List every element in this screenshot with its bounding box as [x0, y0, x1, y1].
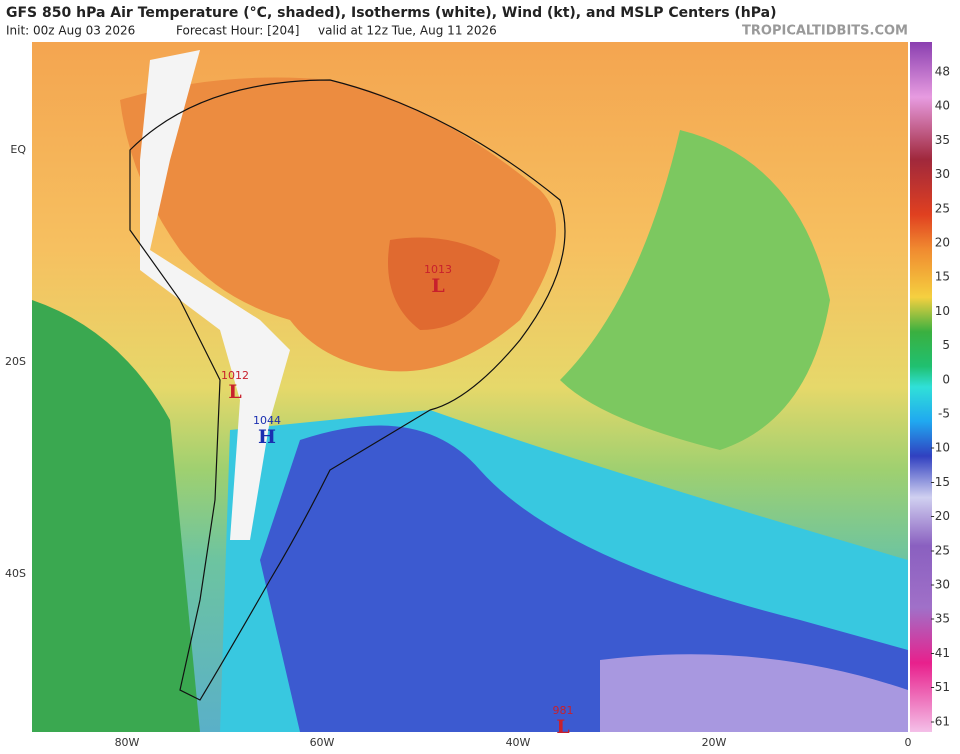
colorbar-label: 35 [935, 133, 950, 147]
subtitle-init: Init: 00z Aug 03 2026 [6, 24, 135, 38]
colorbar-label: 20 [935, 236, 950, 250]
center-pressure: 1044 [253, 414, 281, 427]
colorbar-label: -61 [930, 714, 950, 728]
longitude-label: 80W [115, 736, 140, 749]
colorbar-label: -10 [930, 441, 950, 455]
polar-air [600, 654, 908, 732]
colorbar-label: -25 [930, 543, 950, 557]
colorbar-label: 25 [935, 201, 950, 215]
pacific-cool [32, 300, 200, 732]
longitude-label: 60W [310, 736, 335, 749]
colorbar-label: -5 [938, 407, 950, 421]
longitude-labels: 80W 60W 40W 20W 0 [115, 736, 912, 749]
colorbar-label: -41 [930, 646, 950, 660]
subtitle-valid: valid at 12z Tue, Aug 11 2026 [318, 24, 497, 38]
map [32, 42, 908, 732]
colorbar-label: 30 [935, 167, 950, 181]
colorbar-label: -15 [930, 475, 950, 489]
colorbar-label: 40 [935, 99, 950, 113]
colorbar-label: 5 [942, 338, 950, 352]
center-type: L [228, 381, 241, 403]
latitude-label: 20S [5, 355, 26, 368]
latitude-label: EQ [10, 143, 26, 156]
colorbar-label: 15 [935, 270, 950, 284]
colorbar-label: 10 [935, 304, 950, 318]
longitude-label: 0 [905, 736, 912, 749]
colorbar-label: -51 [930, 680, 950, 694]
center-type: H [258, 426, 276, 448]
center-pressure: 981 [553, 704, 574, 717]
longitude-label: 20W [702, 736, 727, 749]
atlantic-swirl [560, 130, 830, 450]
colorbar-label: 48 [935, 65, 950, 79]
latitude-labels: EQ 20S 40S [5, 143, 26, 580]
colorbar-label: 0 [942, 372, 950, 386]
colorbar-labels: 48 40 35 30 25 20 15 10 5 0 -5 -10 -15 -20 -25 -30 -35 -4… [930, 65, 950, 729]
subtitle-hour: Forecast Hour: [204] [176, 24, 299, 38]
center-type: L [556, 716, 569, 738]
colorbar-label: -35 [930, 612, 950, 626]
colorbar [910, 42, 932, 732]
center-pressure: 1013 [424, 263, 452, 276]
brand: TROPICALTIDBITS.COM [742, 24, 908, 39]
latitude-label: 40S [5, 567, 26, 580]
title: GFS 850 hPa Air Temperature (°C, shaded)… [6, 5, 777, 21]
center-pressure: 1012 [221, 369, 249, 382]
longitude-label: 40W [506, 736, 531, 749]
terrain-mask [140, 50, 290, 540]
coastline [129, 79, 566, 701]
cold-core [260, 425, 908, 732]
center-type: L [431, 275, 444, 297]
colorbar-label: -30 [930, 578, 950, 592]
warm-core [388, 237, 500, 330]
colorbar-label: -20 [930, 509, 950, 523]
